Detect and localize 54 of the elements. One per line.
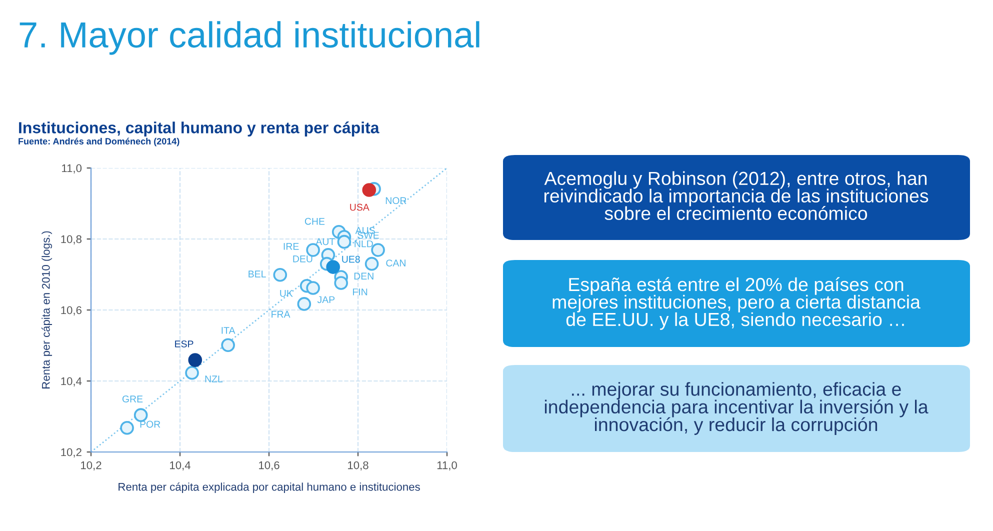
data-label: CHE <box>304 218 325 225</box>
y-tick-label: 10,8 <box>61 235 82 244</box>
x-tick-label: 10,2 <box>81 461 102 470</box>
point <box>221 338 235 352</box>
point <box>185 366 199 380</box>
x-tick-label: 10,6 <box>259 461 280 470</box>
data-label: FIN <box>353 288 368 296</box>
data-label: UE8 <box>342 256 360 263</box>
point <box>334 276 348 290</box>
chart-title: 7. Mayor calidad institucional <box>20 21 480 55</box>
point <box>188 353 202 367</box>
point <box>337 234 352 249</box>
x-tick-label: 10,8 <box>348 461 368 470</box>
point <box>273 268 288 282</box>
data-label: DEN <box>354 272 374 280</box>
data-label: NLD <box>354 240 373 248</box>
point <box>297 297 312 311</box>
data-label: UK <box>280 290 293 297</box>
data-label: GRE <box>122 396 143 402</box>
data-label: BEL <box>248 270 266 278</box>
point <box>326 260 340 274</box>
data-label: AUT <box>316 238 335 246</box>
point <box>120 420 134 435</box>
x-tick-label: 11,0 <box>437 461 457 470</box>
text: ... mejorar su funcionamiento, eficacia e independencia para incentivar la inversión y la innovación, y reducir la corrupción <box>544 382 928 435</box>
y-tick-label: 11,0 <box>62 164 82 174</box>
text: Acemoglu y Robinson (2012), entre otros, han reivindicado la importancia de las instituciones sobre el crecimiento económico <box>544 171 928 220</box>
data-label: ESP <box>175 340 194 348</box>
data-label: POR <box>140 420 160 428</box>
text: España está entre el 20% de países con mejores instituciones, pero a cierta distancia de EE.UU. y la UE8, siendo necesario … <box>552 277 920 330</box>
data-label: ITA <box>222 327 236 334</box>
data-label: DEU <box>293 256 312 262</box>
data-label: NZL <box>205 376 223 382</box>
data-label: IRE <box>284 243 299 250</box>
point <box>371 243 385 257</box>
source-note: Fuente: Andrés and Doménech (2014) <box>18 138 180 146</box>
data-label: CAN <box>386 260 406 266</box>
x-axis-title: Renta per cápita explicada por capital humano e instituciones <box>118 482 420 493</box>
data-label: NOR <box>386 197 406 204</box>
data-label: USA <box>350 204 370 211</box>
chart-subtitle: Instituciones, capital humano y renta per cápita <box>19 121 380 137</box>
point <box>364 256 379 271</box>
x-tick-label: 10,4 <box>170 461 190 470</box>
point <box>306 281 320 295</box>
point <box>362 183 376 197</box>
y-tick-label: 10,4 <box>61 377 82 386</box>
data-label: JAP <box>317 296 335 304</box>
y-axis-title: Renta per cápita en 2010 (logs.) <box>42 231 52 388</box>
y-tick-label: 10,6 <box>61 306 82 316</box>
y-tick-label: 10,2 <box>61 448 82 458</box>
data-label: SWE <box>358 232 379 239</box>
data-label: AUS <box>355 227 375 234</box>
data-label: FRA <box>272 310 290 318</box>
point <box>134 408 148 422</box>
